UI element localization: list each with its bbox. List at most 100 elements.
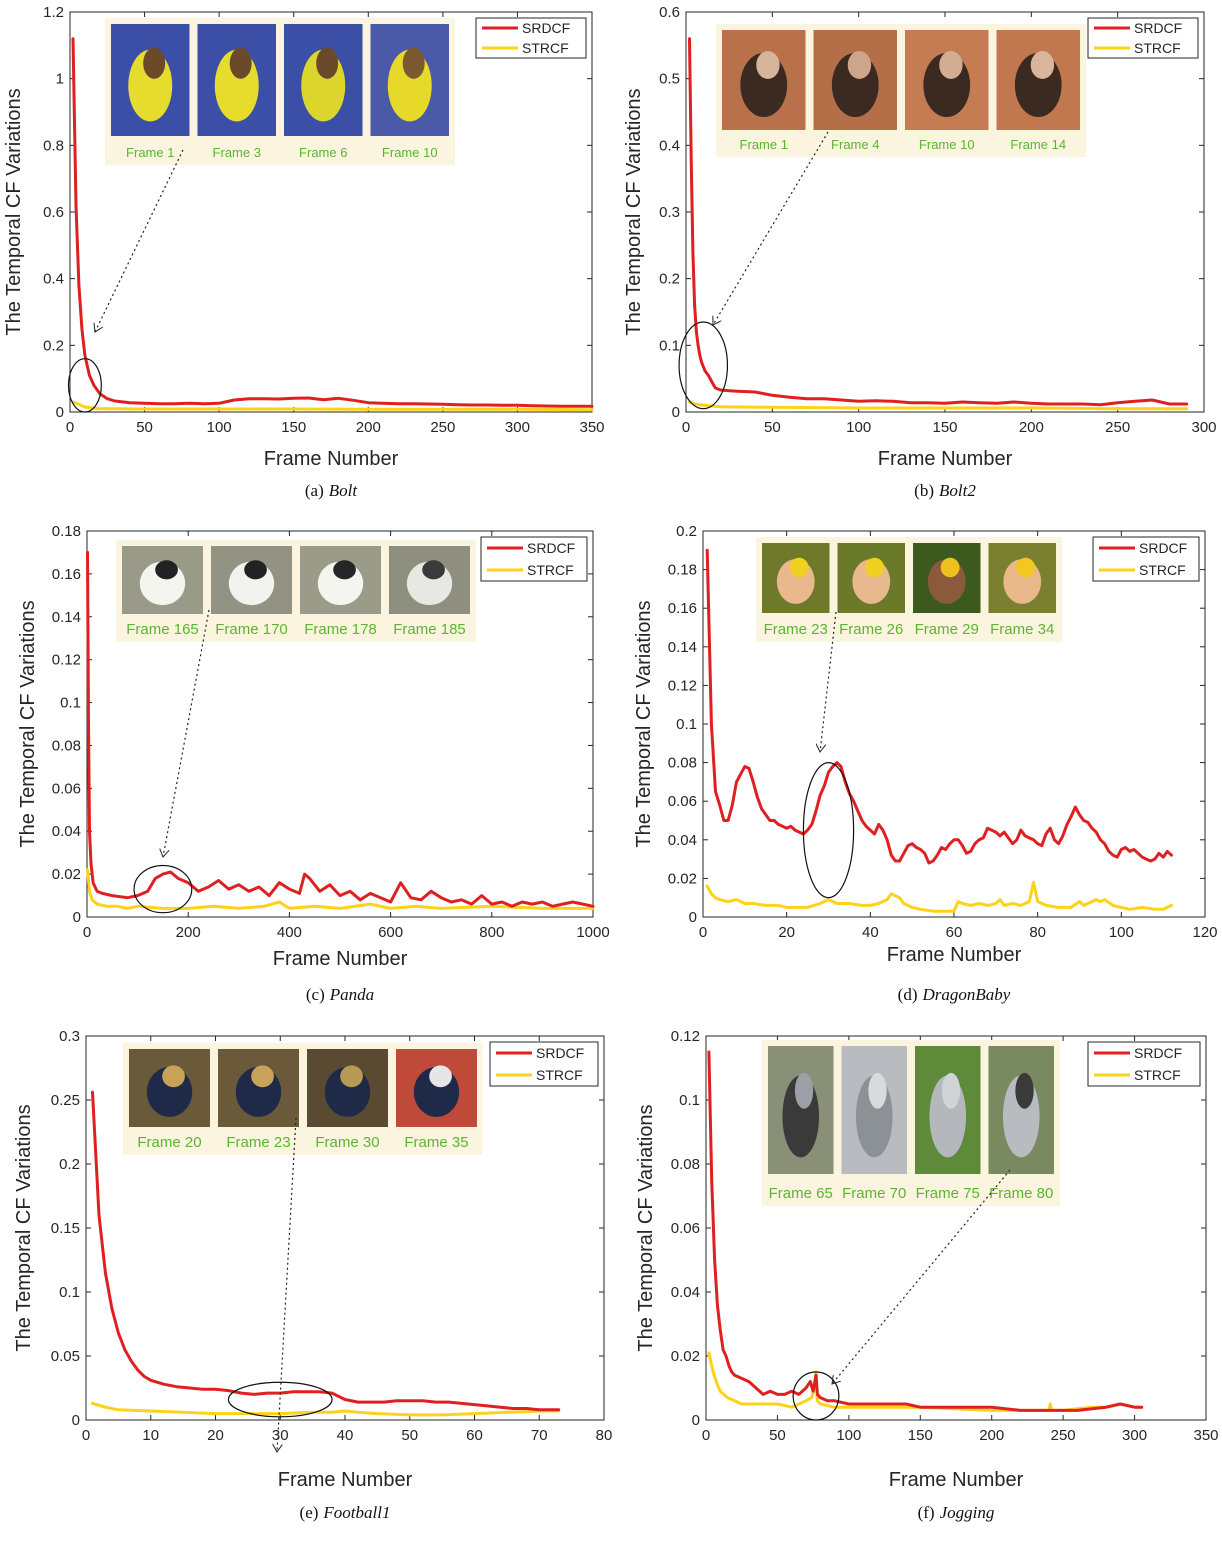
frame-label: Frame 34 [990,621,1054,638]
x-tick-label: 10 [142,1427,159,1444]
series-line-strcf [71,400,594,412]
frame-label: Frame 20 [137,1134,201,1151]
callout-arrow [95,149,184,332]
caption-letter: (c) [306,985,325,1004]
y-tick-label: 0 [692,1412,700,1429]
y-tick-label: 0.12 [671,1028,700,1045]
x-tick-label: 40 [862,924,879,941]
frame-thumbnail [389,546,470,614]
legend: SRDCF STRCF [480,536,588,582]
y-tick-label: 0 [72,1412,80,1429]
y-tick-label: 0.04 [52,823,81,840]
frame-label: Frame 6 [299,145,347,160]
y-tick-label: 0.1 [60,695,81,712]
x-tick-label: 150 [281,419,306,436]
frame-thumbnail [841,1046,907,1174]
series-line-strcf [705,880,1173,913]
x-tick-label: 0 [702,1427,710,1444]
caption-letter: (d) [898,985,918,1004]
x-tick-label: 100 [836,1427,861,1444]
caption-name: Jogging [940,1503,995,1522]
x-tick-label: 300 [505,419,530,436]
series-line-srdcf [688,37,1189,407]
x-tick-label: 300 [1122,1427,1147,1444]
legend-label: STRCF [1134,1067,1181,1083]
frame-thumbnail [722,30,806,130]
y-tick-label: 0.4 [43,271,64,288]
y-tick-label: 0.6 [659,4,680,21]
chart-panel-c: 0 200 400 600 800 1000 0 0.02 0.04 0.06 0.08 0.1 0.1… [17,523,610,1004]
x-tick-label: 1000 [576,924,609,941]
frame-label: Frame 1 [740,137,788,152]
legend-label: SRDCF [536,1045,584,1061]
y-tick-label: 0.04 [668,832,697,849]
x-tick-label: 120 [1192,924,1217,941]
series-line-srdcf [705,548,1173,865]
frame-thumbnail [284,24,363,136]
frame-thumbnail [396,1049,477,1127]
caption-letter: (a) [305,481,324,500]
y-tick-label: 0.16 [668,600,697,617]
caption-name: Football1 [322,1503,390,1522]
y-tick-label: 0.2 [659,271,680,288]
frame-label: Frame 3 [213,145,261,160]
legend: SRDCF STRCF [1092,536,1200,582]
chart-panel-d: 0 20 40 60 80 100 120 0 0.02 0.04 0.06 0.08 0.1 0.12 0… [633,523,1218,1004]
frame-thumbnail [218,1049,299,1127]
legend-box [1087,17,1199,59]
y-axis-label: The Temporal CF Variations [3,88,25,335]
x-tick-label: 100 [846,419,871,436]
y-tick-label: 0.1 [679,1092,700,1109]
frame-thumbnail [129,1049,210,1127]
frame-thumbnail [915,1046,981,1174]
frame-label: Frame 23 [226,1134,290,1151]
series-line-srdcf [71,37,594,408]
y-tick-label: 0.08 [671,1156,700,1173]
caption-letter: (f) [918,1503,935,1522]
y-tick-label: 0.12 [668,677,697,694]
series-line-srdcf [707,1050,1144,1412]
x-tick-label: 200 [356,419,381,436]
legend: SRDCF STRCF [489,1041,599,1087]
y-axis-label: The Temporal CF Variations [633,600,655,847]
caption-letter: (b) [914,481,934,500]
x-tick-label: 250 [430,419,455,436]
frame-thumbnail [913,543,981,613]
caption-name: DragonBaby [922,985,1011,1004]
frame-label: Frame 4 [831,137,879,152]
y-tick-label: 0 [56,404,64,421]
legend-label: SRDCF [1134,1045,1182,1061]
frame-label: Frame 10 [919,137,975,152]
y-tick-label: 0.8 [43,137,64,154]
frame-thumbnails: Frame 65 Frame 70 Frame 75 Frame 80 [762,1040,1060,1206]
x-tick-label: 300 [1191,419,1216,436]
y-tick-label: 0.18 [668,562,697,579]
x-axis-label: Frame Number [264,448,399,470]
x-tick-label: 80 [1029,924,1046,941]
x-tick-label: 200 [1019,419,1044,436]
y-tick-label: 0.06 [671,1220,700,1237]
x-axis-label: Frame Number [278,1469,413,1491]
series-line-strcf [688,400,1189,411]
legend-box [489,1041,599,1087]
subfigure-caption: (b) Bolt2 [914,481,976,500]
x-tick-label: 40 [337,1427,354,1444]
chart-panel-b: 0 50 100 150 200 250 300 0 0.1 0.2 0.3 0.4 0.5 0.6 Fra… [623,4,1217,500]
legend-label: SRDCF [522,20,570,36]
x-tick-label: 200 [979,1427,1004,1444]
x-tick-label: 350 [1193,1427,1218,1444]
y-tick-label: 0.15 [51,1220,80,1237]
x-tick-label: 150 [932,419,957,436]
frame-thumbnail [370,24,449,136]
legend-label: STRCF [1139,562,1186,578]
highlight-ellipse [227,1381,333,1418]
y-axis-label: The Temporal CF Variations [635,1104,657,1351]
chart-panel-f: 0 50 100 150 200 250 300 350 0 0.02 0.04 0.06 0.08 0.… [635,1028,1219,1522]
y-tick-label: 0.2 [676,523,697,540]
x-tick-label: 100 [207,419,232,436]
frame-thumbnail [768,1046,834,1174]
callout-arrow [277,1117,297,1452]
legend-label: STRCF [527,562,574,578]
y-tick-label: 0 [689,909,697,926]
frame-label: Frame 75 [916,1185,980,1202]
